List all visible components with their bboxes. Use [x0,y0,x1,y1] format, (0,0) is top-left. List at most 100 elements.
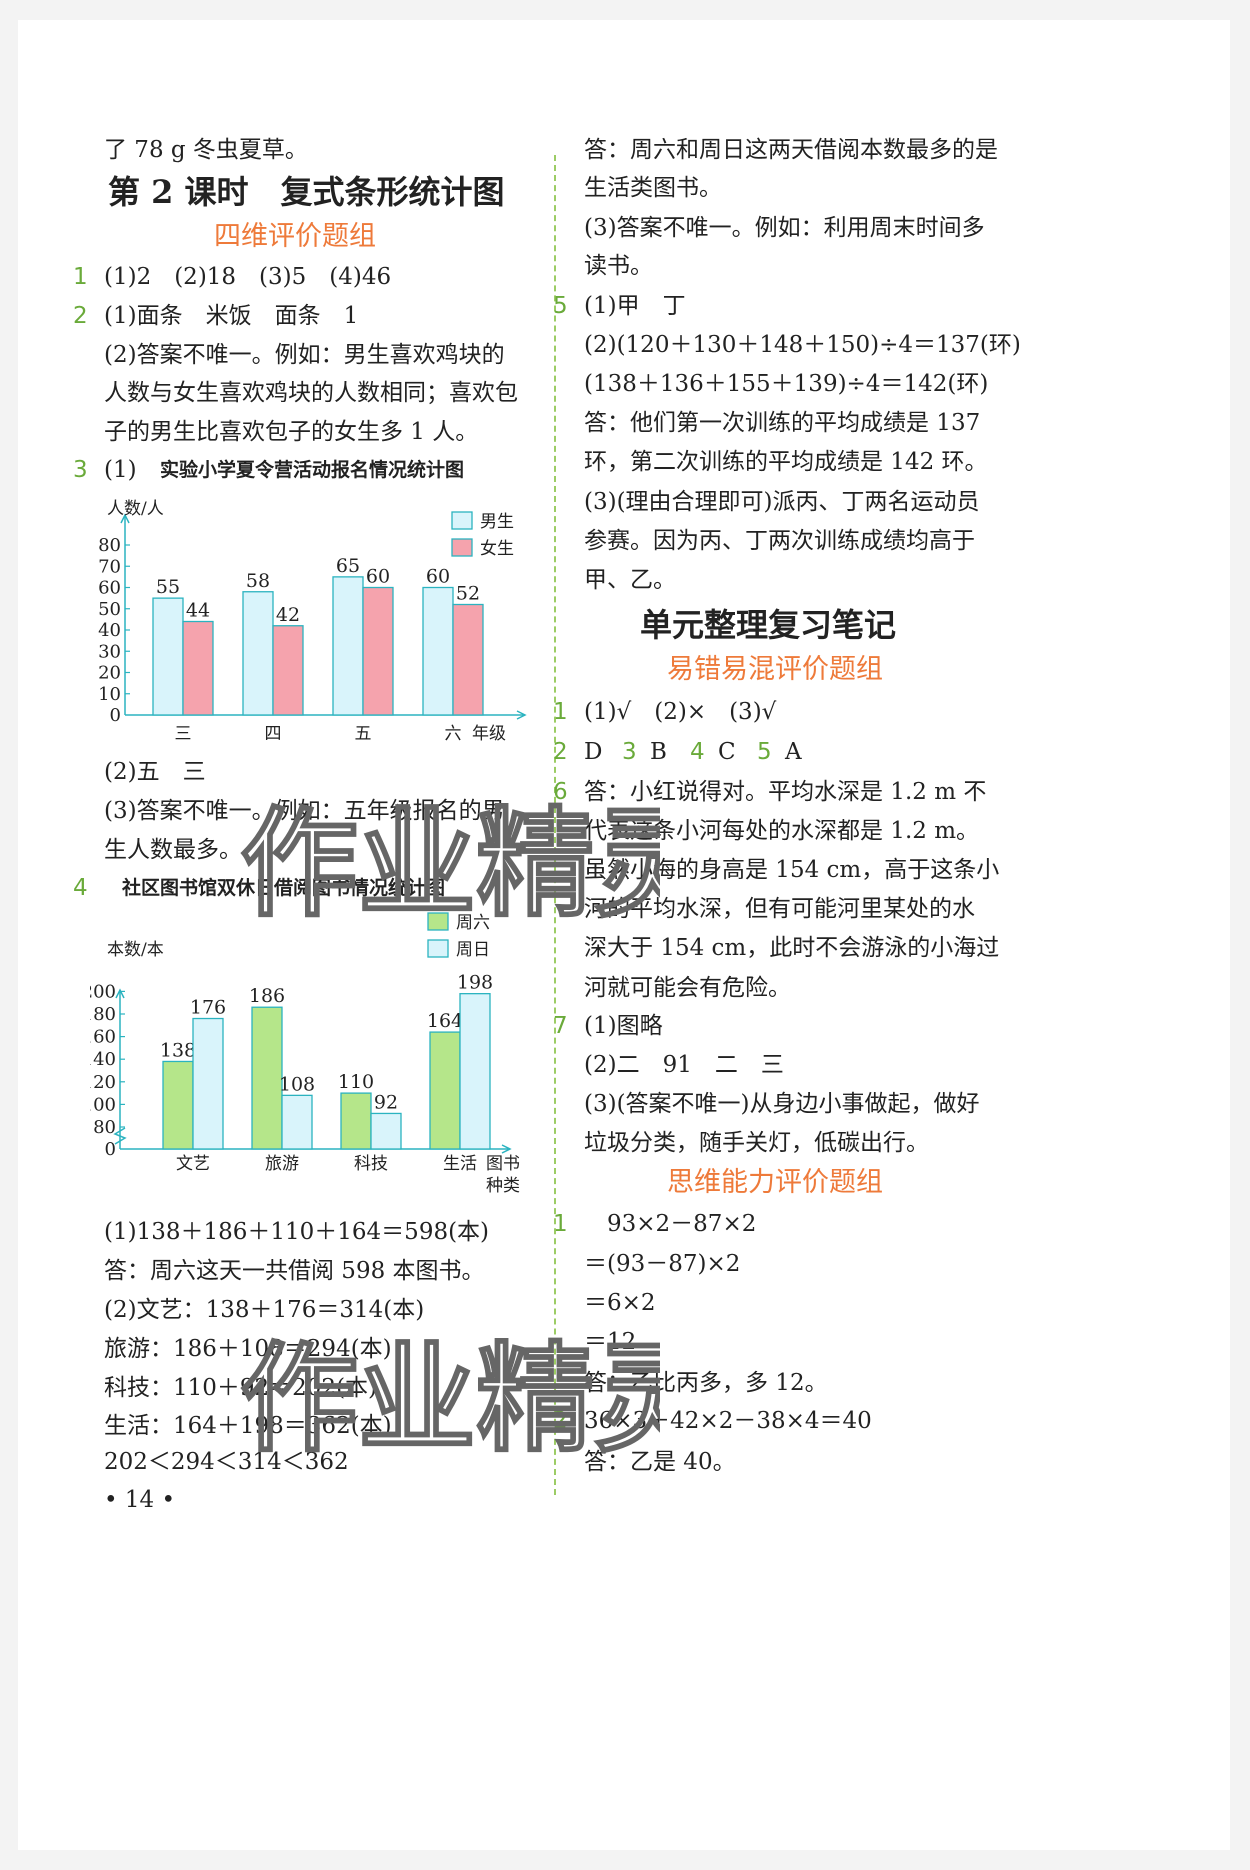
bar-周日 [459,993,491,1150]
legend-swatch [427,939,449,958]
x-tick-label: 六 [445,724,462,744]
unit-title: 单元整理复习笔记 [640,606,897,644]
x-tick-label: 科技 [354,1154,388,1174]
legend-label: 周日 [456,940,490,960]
legend-swatch [451,538,473,557]
data-label: 110 [338,1071,374,1093]
data-label: 198 [457,972,493,994]
legend-label: 周六 [456,913,490,933]
answer-line: (1) [104,457,137,483]
y-tick-label: 100 [90,1094,116,1115]
answer-line: (2)文艺：138＋176＝314(本) [104,1297,425,1323]
answer-page [18,20,1230,1850]
bar-女生 [272,625,304,716]
data-label: 60 [426,566,450,588]
legend-swatch [427,912,449,931]
question-number: 1 [73,264,88,290]
data-label: 92 [374,1091,398,1113]
answer-line: 河的平均水深，但有可能河里某处的水 [584,896,975,922]
answer-line: (1)面条 米饭 面条 1 [104,303,359,329]
answer-line: (3)答案不唯一。例如：五年级报名的男 [104,798,505,824]
answer-line: 旅游：186＋108＝294(本) [104,1336,392,1362]
question-number: 5 [757,739,772,765]
answer-line: (1)138＋186＋110＋164＝598(本) [104,1219,490,1245]
lesson-title: 第 2 课时 复式条形统计图 [108,173,505,211]
question-number: 2 [553,1408,568,1434]
y-tick-label: 70 [98,556,121,577]
x-tick-label: 文艺 [176,1154,210,1174]
x-axis-label: 年级 [472,724,506,744]
y-tick-label: 80 [98,535,121,556]
answer-line: 深大于 154 cm，此时不会游泳的小海过 [584,935,1000,961]
data-label: 60 [366,566,390,588]
y-tick-label: 80 [93,1117,116,1138]
bar-周日 [192,1017,224,1150]
answer-line: 答：他们第一次训练的平均成绩是 137 [584,410,981,436]
answer-line: 答：周六这天一共借阅 598 本图书。 [104,1258,485,1284]
answer-line: 生人数最多。 [104,837,242,863]
question-number: 3 [622,739,637,765]
column-divider [554,155,556,1495]
data-label: 44 [186,600,210,622]
section-title: 四维评价题组 [214,221,376,252]
answer-line: 虽然小海的身高是 154 cm，高于这条小 [584,857,1000,883]
answer-line: 人数与女生喜欢鸡块的人数相同；喜欢包 [104,380,518,406]
answer-line: 参赛。因为丙、丁两次训练成绩均高于 [584,528,975,554]
y-tick-label: 50 [98,599,121,620]
x-axis-arrow [516,710,527,720]
answer-line: 93×2－87×2 [584,1211,757,1237]
bar-男生 [422,586,454,716]
section-title: 易错易混评价题组 [667,654,883,685]
question-number: 5 [553,293,568,319]
question-number: 4 [73,875,88,901]
data-label: 164 [427,1010,463,1032]
y-tick-label: 180 [90,1004,116,1025]
answer-line: 生活类图书。 [584,175,722,201]
answer-line: (1)甲 丁 [584,293,686,319]
question-number: 2 [553,739,568,765]
x-tick-label: 旅游 [265,1154,299,1174]
chart1-title: 实验小学夏令营活动报名情况统计图 [160,459,465,481]
bar-周六 [162,1060,194,1150]
x-axis-label: 图书 [486,1154,520,1174]
choice-answer: C [718,739,736,765]
answer-line: (2)答案不唯一。例如：男生喜欢鸡块的 [104,342,505,368]
choice-answer: B [650,739,667,765]
choice-answer: A [785,739,802,765]
answer-line: (3)(答案不唯一)从身边小事做起，做好 [584,1091,980,1117]
x-axis-arrow [501,1144,512,1154]
answer-line: 答：乙是 40。 [584,1449,736,1475]
answer-line: (2)二 91 二 三 [584,1052,784,1078]
answer-line: 202＜294＜314＜362 [104,1449,349,1475]
y-tick-label: 0 [110,705,121,726]
y-axis-label: 人数/人 [107,499,164,519]
answer-line: 甲、乙。 [584,567,676,593]
answer-line: (3)(理由合理即可)派丙、丁两名运动员 [584,489,980,515]
bar-男生 [152,597,184,716]
x-tick-label: 四 [265,724,282,744]
data-label: 55 [156,576,180,598]
y-axis-label: 本数/本 [107,940,164,960]
answer-line: (1)2 (2)18 (3)5 (4)46 [104,264,392,290]
answer-line: ＝6×2 [584,1290,656,1316]
answer-line: 36×3＋42×2－38×4＝40 [584,1408,872,1434]
legend-label: 女生 [480,539,514,559]
question-number: 4 [690,739,705,765]
x-tick-label: 生活 [443,1154,477,1174]
answer-line: 生活：164＋198＝362(本) [104,1413,392,1439]
y-tick-label: 140 [90,1049,116,1070]
answer-line: 答：周六和周日这两天借阅本数最多的是 [584,137,998,163]
answer-line: 子的男生比喜欢包子的女生多 1 人。 [104,419,479,445]
answer-line: 科技：110＋92＝202(本) [104,1375,378,1401]
answer-line: (2)(120＋130＋148＋150)÷4＝137(环) [584,332,1021,358]
question-number: 6 [553,779,568,805]
answer-line: (1)图略 [584,1013,663,1039]
bar-男生 [332,576,364,716]
y-tick-label: 10 [98,684,121,705]
data-label: 138 [160,1039,196,1061]
bar-周日 [281,1094,313,1150]
answer-line: (2)五 三 [104,759,206,785]
answer-line: ＝(93－87)×2 [584,1251,741,1277]
answer-line: 读书。 [584,253,653,279]
bar-女生 [182,620,214,716]
